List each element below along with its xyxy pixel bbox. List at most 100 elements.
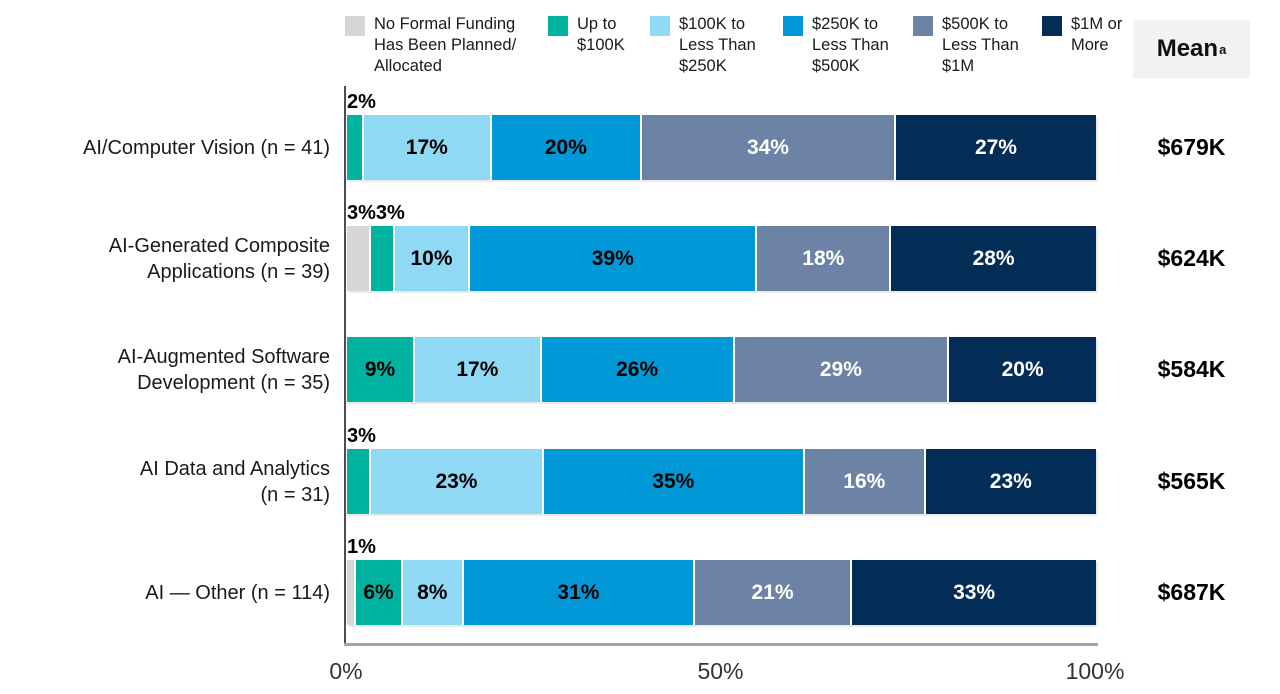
legend-swatch-icon (1042, 16, 1062, 36)
x-axis-tick-label: 50% (697, 658, 744, 684)
bar-segment: 23% (923, 449, 1097, 514)
bar-segment: 8% (400, 560, 462, 625)
segment-value-label: 8% (417, 580, 448, 604)
bar-segment: 17% (413, 337, 540, 402)
segment-value-label: 21% (751, 580, 794, 604)
legend-item: $1M or More (1042, 14, 1122, 56)
bar-segment: 16% (803, 449, 924, 514)
bar-segment (347, 449, 370, 514)
y-axis-line (344, 86, 346, 645)
legend-item: Up to $100K (548, 14, 625, 56)
segment-value-label: 17% (405, 135, 448, 159)
segment-value-label: 17% (456, 357, 499, 381)
segment-value-label: 6% (363, 580, 394, 604)
stacked-bar: 17% 20% 34% 27% (347, 115, 1096, 180)
segment-value-label: 20% (1001, 357, 1044, 381)
x-axis-tick-label: 100% (1065, 658, 1125, 684)
segment-value-label: 39% (591, 246, 634, 270)
legend-item: $250K to Less Than $500K (783, 14, 889, 77)
mean-header-superscript: a (1219, 41, 1227, 57)
legend-swatch-icon (783, 16, 803, 36)
bar-segment: 31% (461, 560, 693, 625)
outside-segment-labels: 2% (347, 89, 376, 114)
bar-segment: 20% (947, 337, 1096, 402)
segment-value-label-outside: 3% (375, 202, 405, 224)
mean-header-text: Mean (1156, 35, 1219, 62)
mean-value: $687K (1157, 579, 1226, 605)
segment-value-label-outside: 3% (347, 425, 376, 447)
bar-segment: 29% (732, 337, 948, 402)
mean-column-header: Mean a (1133, 20, 1250, 78)
segment-value-label: 20% (544, 135, 587, 159)
segment-value-label: 23% (435, 469, 478, 493)
legend-label: $100K to Less Than $250K (679, 15, 756, 75)
category-label: AI Data and Analytics (n = 31) (139, 457, 330, 506)
segment-value-label: 31% (557, 580, 600, 604)
bar-segment: 26% (539, 337, 733, 402)
bar-segment: 9% (347, 337, 414, 402)
stacked-bar: 23% 35% 16% 23% (347, 449, 1097, 514)
bar-segment: 23% (369, 449, 542, 514)
segment-value-label: 34% (746, 135, 789, 159)
outside-segment-labels: 3% (347, 423, 376, 448)
legend-label: No Formal Funding Has Been Planned/ Allo… (374, 15, 517, 75)
segment-value-label: 29% (819, 357, 862, 381)
legend-swatch-icon (650, 16, 670, 36)
segment-value-label-outside: 3% (347, 202, 376, 224)
segment-value-label: 9% (364, 357, 396, 381)
segment-value-label: 23% (989, 469, 1032, 493)
bar-segment: 33% (850, 560, 1097, 625)
category-label: AI — Other (n = 114) (145, 581, 330, 604)
bar-segment (368, 226, 393, 291)
bar-segment: 28% (889, 226, 1097, 291)
bar-segment: 21% (692, 560, 851, 625)
legend-label: Up to $100K (577, 15, 625, 54)
bar-segment: 17% (361, 115, 490, 180)
bar-segment: 6% (354, 560, 401, 625)
bar-segment (347, 226, 369, 291)
bar-segment: 39% (468, 226, 756, 291)
bar-segment: 18% (755, 226, 890, 291)
bar-segment: 20% (489, 115, 640, 180)
segment-value-label: 27% (974, 135, 1017, 159)
bar-segment (347, 115, 362, 180)
legend-label: $250K to Less Than $500K (812, 15, 889, 75)
outside-segment-labels: 1% (347, 534, 376, 559)
category-label: AI-Augmented Software Development (n = 3… (117, 345, 330, 394)
bar-segment (347, 560, 355, 625)
mean-value: $565K (1157, 468, 1226, 494)
segment-value-label-outside: 2% (347, 91, 376, 113)
outside-segment-labels: 3% 3% (347, 200, 405, 225)
segment-value-label-outside: 1% (347, 536, 376, 558)
legend-label: $1M or More (1071, 15, 1123, 54)
segment-value-label: 16% (843, 469, 886, 493)
legend-swatch-icon (345, 16, 365, 36)
mean-value: $679K (1157, 134, 1226, 160)
bar-segment: 27% (893, 115, 1096, 180)
category-label: AI/Computer Vision (n = 41) (83, 136, 330, 159)
legend-item: $100K to Less Than $250K (650, 14, 756, 77)
mean-value: $624K (1157, 245, 1226, 271)
legend-label: $500K to Less Than $1M (942, 15, 1019, 75)
stacked-bar: 9% 17% 26% 29% 20% (347, 337, 1096, 402)
segment-value-label: 33% (953, 580, 996, 604)
mean-value: $584K (1157, 356, 1226, 382)
segment-value-label: 28% (972, 246, 1015, 270)
legend-item: No Formal Funding Has Been Planned/ Allo… (345, 14, 516, 77)
segment-value-label: 18% (802, 246, 845, 270)
bar-segment: 10% (392, 226, 469, 291)
stacked-bar: 6% 8% 31% 21% 33% (347, 560, 1097, 625)
segment-value-label: 10% (410, 246, 453, 270)
bar-segment: 34% (639, 115, 894, 180)
stacked-bar: 10% 39% 18% 28% (347, 226, 1097, 291)
segment-value-label: 26% (616, 357, 659, 381)
x-axis-tick-label: 0% (329, 658, 363, 684)
segment-value-label: 35% (652, 469, 695, 493)
legend-swatch-icon (913, 16, 933, 36)
x-axis-line (344, 643, 1098, 646)
legend-swatch-icon (548, 16, 568, 36)
bar-segment: 35% (541, 449, 804, 514)
category-label: AI-Generated Composite Applications (n =… (108, 234, 330, 283)
legend-item: $500K to Less Than $1M (913, 14, 1019, 77)
